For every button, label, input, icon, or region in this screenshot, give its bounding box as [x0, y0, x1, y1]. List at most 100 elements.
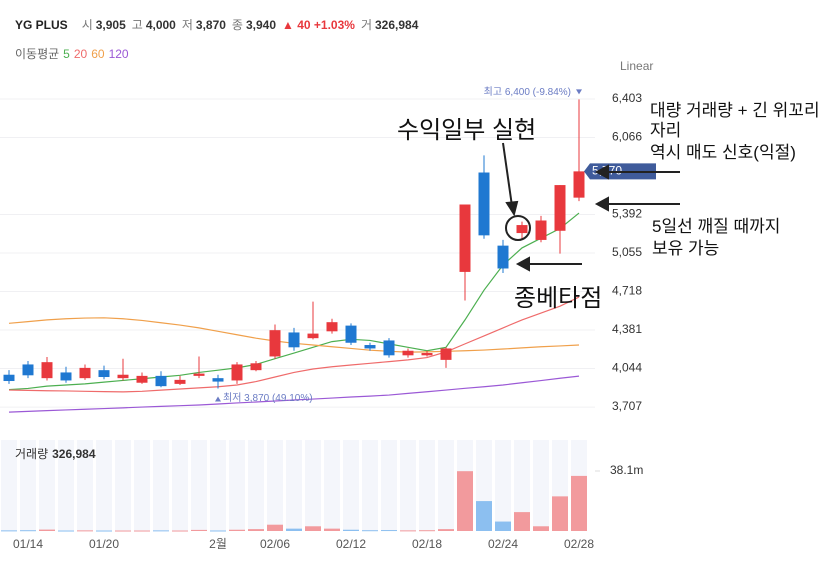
volume-column [381, 440, 397, 531]
x-tick-label: 02/28 [564, 537, 594, 551]
candle-body [326, 322, 338, 332]
volume-column [210, 440, 226, 531]
volume-column [400, 440, 416, 531]
volume-bar [286, 528, 302, 531]
volume-value: 326,984 [52, 447, 96, 461]
field-value: 3,870 [195, 18, 226, 32]
volume-column [172, 440, 188, 531]
volume-column [305, 440, 321, 531]
volume-bar [438, 529, 454, 531]
field-value: 4,000 [145, 18, 176, 32]
legend-entry: 20 [73, 47, 88, 61]
candle-body [497, 245, 509, 269]
low-label: 최저 3,870 (49.10%) [223, 392, 313, 404]
volume-bar [77, 530, 93, 532]
volume-bar [362, 530, 378, 532]
candle-body [307, 333, 319, 339]
volume-column [115, 440, 131, 531]
volume-column [229, 440, 245, 531]
candle-body [41, 362, 53, 379]
y-tick-label: 5,055 [612, 245, 642, 259]
volume-bar [153, 530, 169, 532]
candle-body [193, 373, 205, 376]
volume-column [286, 440, 302, 531]
volume-bar [191, 529, 207, 531]
volume-bar [324, 528, 340, 531]
volume-bar [172, 530, 188, 532]
candle-body [98, 370, 110, 378]
candle-body [79, 367, 91, 379]
volume-column [77, 440, 93, 531]
volume-bar [248, 529, 264, 531]
volume-column [1, 440, 17, 531]
x-tick-label: 02/12 [336, 537, 366, 551]
candle-body [231, 364, 243, 381]
header: YG PLUS 시 3,905 고 4,000 저 3,870 종 3,940 ▲ 40 +1.0… [15, 16, 424, 33]
volume-column [343, 440, 359, 531]
volume-bar [343, 529, 359, 531]
stock-name: YG PLUS [15, 18, 68, 32]
volume-bar [571, 475, 587, 531]
volume-bar [1, 530, 17, 532]
y-tick-label: 6,403 [612, 91, 642, 105]
volume-bar [115, 530, 131, 532]
volume-bar [210, 530, 226, 532]
change: ▲ 40 +1.03% [282, 18, 355, 32]
legend-entry: 5 [63, 47, 70, 61]
low-marker [215, 396, 221, 402]
x-tick-label: 02/24 [488, 537, 518, 551]
volume-bar [229, 529, 245, 531]
legend-entry: 60 [91, 47, 105, 61]
x-tick-label: 02/18 [412, 537, 442, 551]
volume-bar [39, 529, 55, 531]
volume-column [419, 440, 435, 531]
volume-bar [400, 530, 416, 532]
candle-body [402, 350, 414, 356]
field-label: 고 [131, 18, 143, 32]
volume-title: 거래량 326,984 [15, 447, 96, 461]
ma-legend: 이동평균 5 20 60 120 [15, 45, 133, 62]
y-tick-label: 38.1m [610, 463, 643, 477]
legend-entry: 120 [108, 47, 129, 61]
candle-body [478, 172, 490, 236]
volume-title-text: 거래량 [15, 447, 48, 461]
y-tick-label: 4,044 [612, 361, 642, 375]
volume-bar [134, 530, 150, 532]
field-label: 거 [360, 18, 372, 32]
y-tick-label: 6,066 [612, 130, 642, 144]
annotation: 종베타점 [514, 285, 602, 312]
marks: 6,403 6,066 5,392 5,055 4,718 4,381 4,044 3,707… [0, 86, 656, 551]
volume-column [324, 440, 340, 531]
field-label: 시 [81, 18, 93, 32]
candle-body [136, 375, 148, 383]
candle-body [117, 374, 129, 379]
volume-bar [495, 521, 511, 531]
volume-bar [96, 530, 112, 532]
candle-body [250, 363, 262, 371]
volume-bar [305, 526, 321, 531]
volume-column [134, 440, 150, 531]
volume-bar [20, 530, 36, 532]
annotation: 5일선 깨질 때까지 [652, 217, 780, 236]
volume-bar [476, 501, 492, 531]
field-label: 저 [181, 18, 193, 32]
volume-column [514, 440, 530, 531]
moving-average [8, 375, 580, 413]
candle-body [383, 340, 395, 356]
volume-bar [381, 530, 397, 532]
field-label: 종 [231, 18, 243, 32]
scale-label: Linear [620, 59, 653, 73]
volume-column [96, 440, 112, 531]
moving-average [8, 212, 580, 391]
volume-bar [533, 526, 549, 531]
y-tick-label: 5,392 [612, 207, 642, 221]
volume-column [267, 440, 283, 531]
volume-column [58, 440, 74, 531]
volume-column [533, 440, 549, 531]
candle-body [212, 378, 224, 382]
annotation: 보유 가능 [652, 239, 719, 258]
field-value: 326,984 [374, 18, 419, 32]
candle-body [288, 332, 300, 348]
volume-bar [58, 530, 74, 532]
